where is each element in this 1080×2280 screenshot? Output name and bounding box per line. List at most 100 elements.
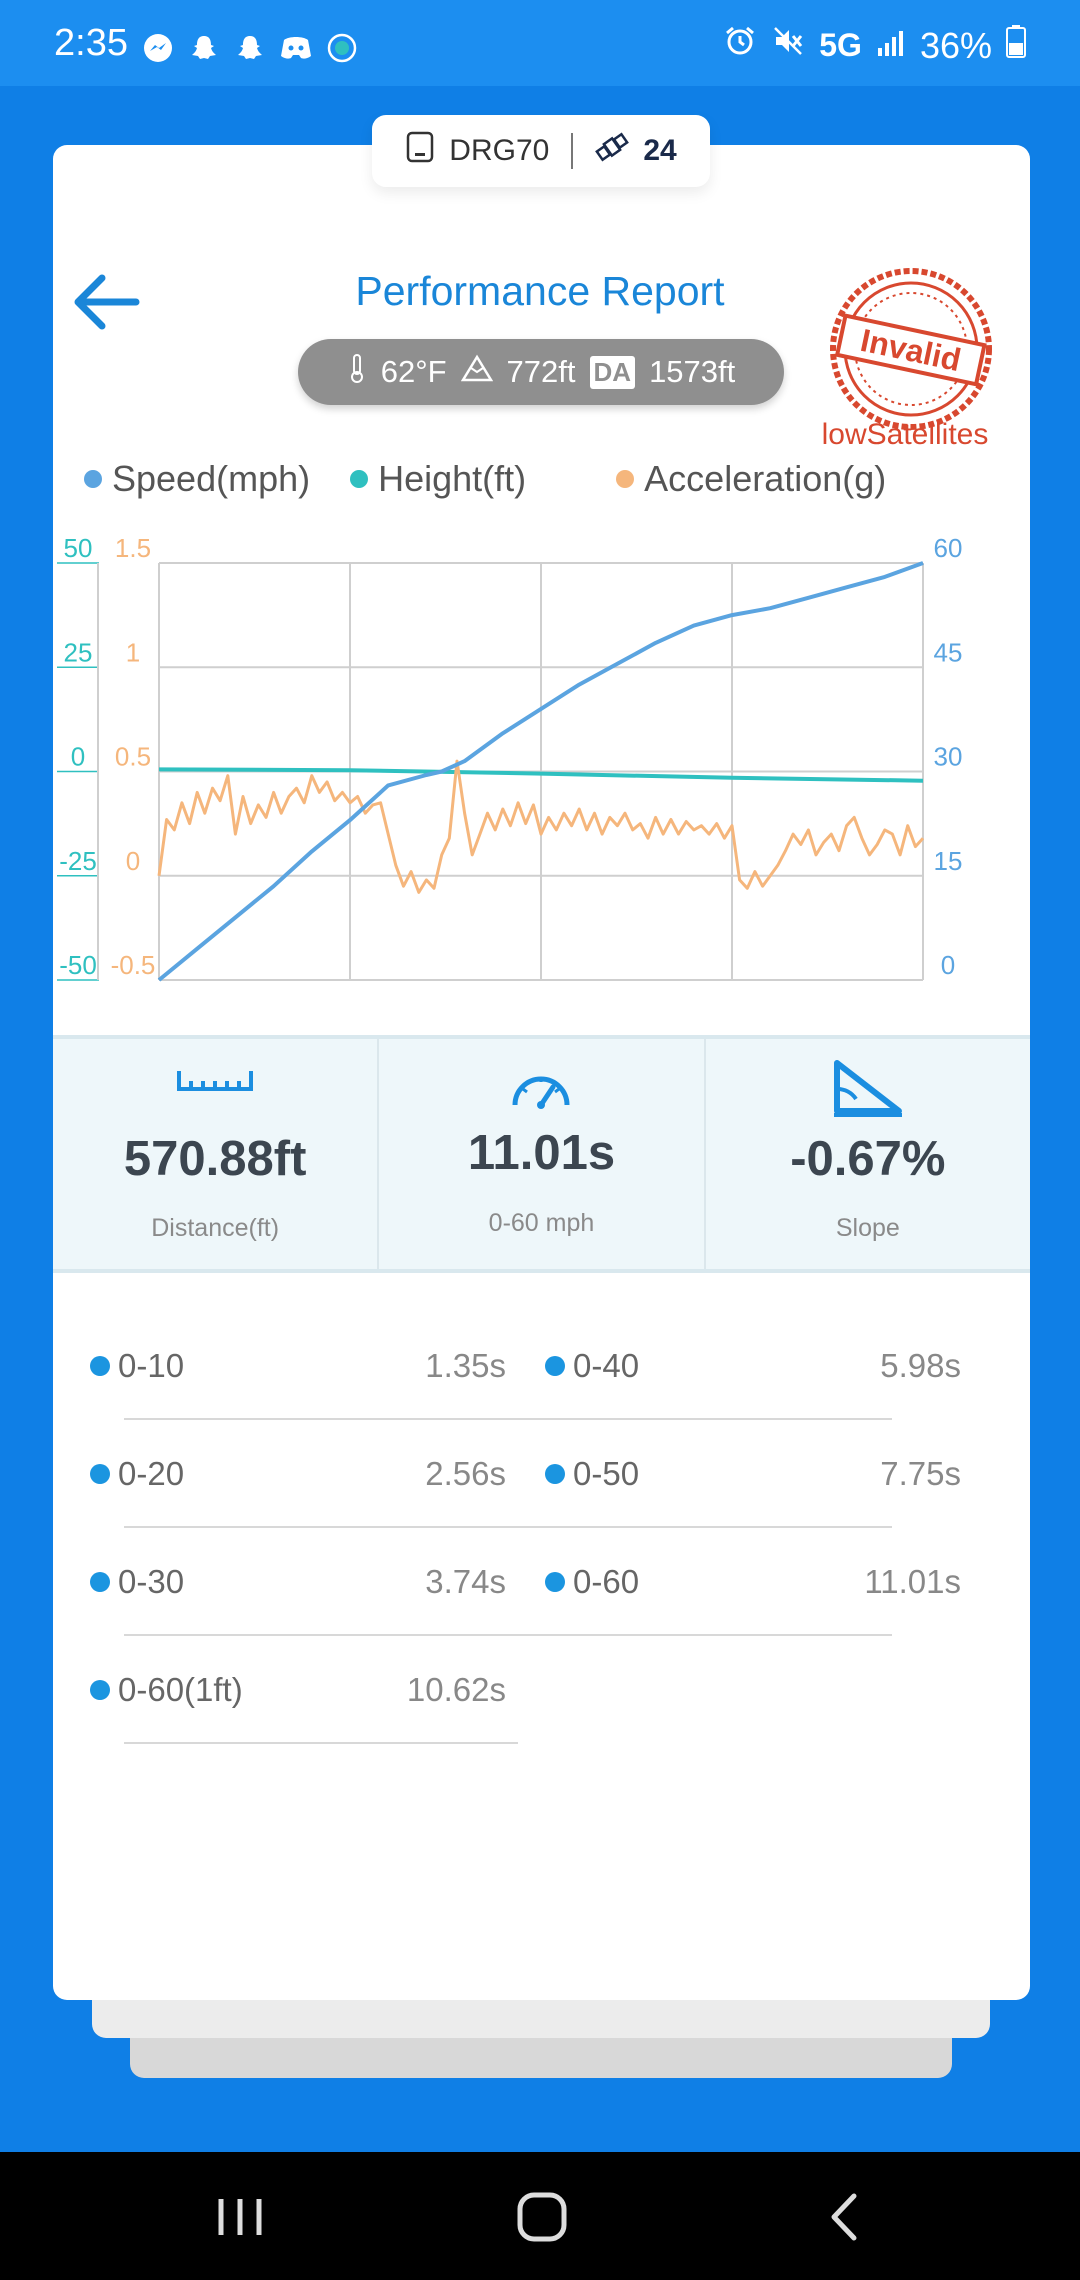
tick-label: 60 <box>934 533 963 563</box>
tick-label: 0 <box>71 742 85 772</box>
split-dot <box>90 1572 110 1592</box>
split-row: 0-30 3.74s <box>84 1528 506 1636</box>
split-dot <box>545 1356 565 1376</box>
legend-dot <box>616 470 635 488</box>
messenger-icon <box>140 30 176 66</box>
legend-label: Height(ft) <box>378 458 527 499</box>
split-dot <box>545 1464 565 1484</box>
tick-label: -25 <box>59 846 97 876</box>
tick-label: 25 <box>64 637 93 667</box>
speedometer-icon <box>509 1067 573 1116</box>
density-altitude-label: DA <box>589 355 636 389</box>
legend-dot <box>350 470 369 488</box>
split-value: 2.56s <box>425 1455 506 1492</box>
tick-label: 50 <box>64 533 93 563</box>
stat-distance: 570.88ft Distance(ft) <box>53 1039 380 1269</box>
split-value: 3.74s <box>425 1563 506 1600</box>
tick-label: 0 <box>126 846 140 876</box>
slope-icon <box>832 1059 904 1122</box>
split-value: 11.01s <box>864 1563 961 1600</box>
split-value: 10.62s <box>406 1671 506 1708</box>
snapchat-icon <box>232 30 268 66</box>
battery-icon <box>1006 24 1026 67</box>
split-dot <box>545 1572 565 1592</box>
app-icon <box>324 30 360 66</box>
back-button[interactable] <box>72 272 140 332</box>
split-row: 0-60 11.01s <box>539 1528 961 1636</box>
pill-divider <box>571 133 574 169</box>
split-value: 5.98s <box>880 1347 961 1384</box>
split-label: 0-20 <box>118 1455 185 1492</box>
tick-label: -50 <box>59 950 97 980</box>
split-row: 0-50 7.75s <box>539 1420 961 1528</box>
ruler-icon <box>176 1067 254 1098</box>
device-icon <box>405 131 435 171</box>
home-button[interactable] <box>502 2182 582 2252</box>
tick-label: 30 <box>934 742 963 772</box>
legend-label: Speed(mph) <box>112 458 311 499</box>
row-divider <box>124 1526 892 1528</box>
signal-icon <box>876 25 906 67</box>
tick-label: 0 <box>941 950 955 980</box>
row-divider <box>124 1418 892 1420</box>
split-row: 0-10 1.35s <box>84 1312 506 1420</box>
satellite-icon <box>595 131 630 171</box>
invalid-stamp: Invalid <box>828 266 994 432</box>
stats-row: 570.88ft Distance(ft) 11.01s 0-60 mph -0… <box>53 1035 1030 1273</box>
mountain-icon <box>460 354 493 390</box>
split-row: 0-40 5.98s <box>539 1312 961 1420</box>
network-type: 5G <box>819 27 862 63</box>
mute-icon <box>771 24 805 67</box>
recent-apps-button[interactable] <box>200 2182 280 2252</box>
alarm-icon <box>723 24 757 67</box>
split-dot <box>90 1680 110 1700</box>
invalid-reason: lowSatellites <box>821 418 989 451</box>
back-arrow-icon <box>74 274 140 330</box>
home-icon <box>517 2192 567 2242</box>
battery-percent: 36% <box>919 24 992 66</box>
row-divider <box>124 1634 892 1636</box>
series-line-accelerationg <box>157 759 925 894</box>
stat-value: 570.88ft <box>123 1132 307 1186</box>
stat-zero-to-sixty: 11.01s 0-60 mph <box>379 1039 706 1269</box>
stat-label: 0-60 mph <box>488 1209 595 1237</box>
device-pill[interactable]: DRG70 24 <box>372 115 710 187</box>
system-status: 5G 36% <box>723 24 1026 67</box>
stat-label: Distance(ft) <box>151 1214 280 1242</box>
chart-legend: Speed(mph) Height(ft) Acceleration(g) <box>84 458 886 500</box>
status-time: 2:35 <box>54 22 128 64</box>
split-label: 0-50 <box>573 1455 640 1492</box>
tick-label: 1 <box>126 637 140 667</box>
split-value: 7.75s <box>880 1455 961 1492</box>
split-dot <box>90 1464 110 1484</box>
split-label: 0-10 <box>118 1347 185 1384</box>
back-icon <box>831 2193 857 2241</box>
tick-label: -0.5 <box>111 950 156 980</box>
altitude: 772ft <box>506 354 576 389</box>
split-label: 0-30 <box>118 1563 185 1600</box>
back-nav-button[interactable] <box>804 2182 884 2252</box>
tick-label: 45 <box>934 637 963 667</box>
split-label: 0-60 <box>573 1563 640 1600</box>
split-value: 1.35s <box>425 1347 506 1384</box>
legend-speed: Speed(mph) <box>84 458 310 500</box>
split-row: 0-20 2.56s <box>84 1420 506 1528</box>
temperature: 62°F <box>380 354 447 389</box>
thermometer-icon <box>347 352 367 392</box>
legend-acceleration: Acceleration(g) <box>616 458 886 500</box>
tick-label: 0.5 <box>115 742 151 772</box>
discord-icon <box>278 30 314 66</box>
stat-label: Slope <box>835 1214 900 1242</box>
device-name: DRG70 <box>449 134 550 167</box>
split-dot <box>90 1356 110 1376</box>
row-divider <box>124 1742 518 1744</box>
conditions-pill: 62°F 772ft DA 1573ft <box>298 339 784 405</box>
legend-height: Height(ft) <box>350 458 526 500</box>
stat-slope: -0.67% Slope <box>706 1039 1030 1269</box>
tick-label: 15 <box>934 846 963 876</box>
stat-value: -0.67% <box>790 1132 946 1186</box>
tick-label: 1.5 <box>115 533 151 563</box>
series-line-speedmph <box>157 561 924 982</box>
snapchat-icon <box>186 30 222 66</box>
stat-value: 11.01s <box>467 1126 616 1180</box>
